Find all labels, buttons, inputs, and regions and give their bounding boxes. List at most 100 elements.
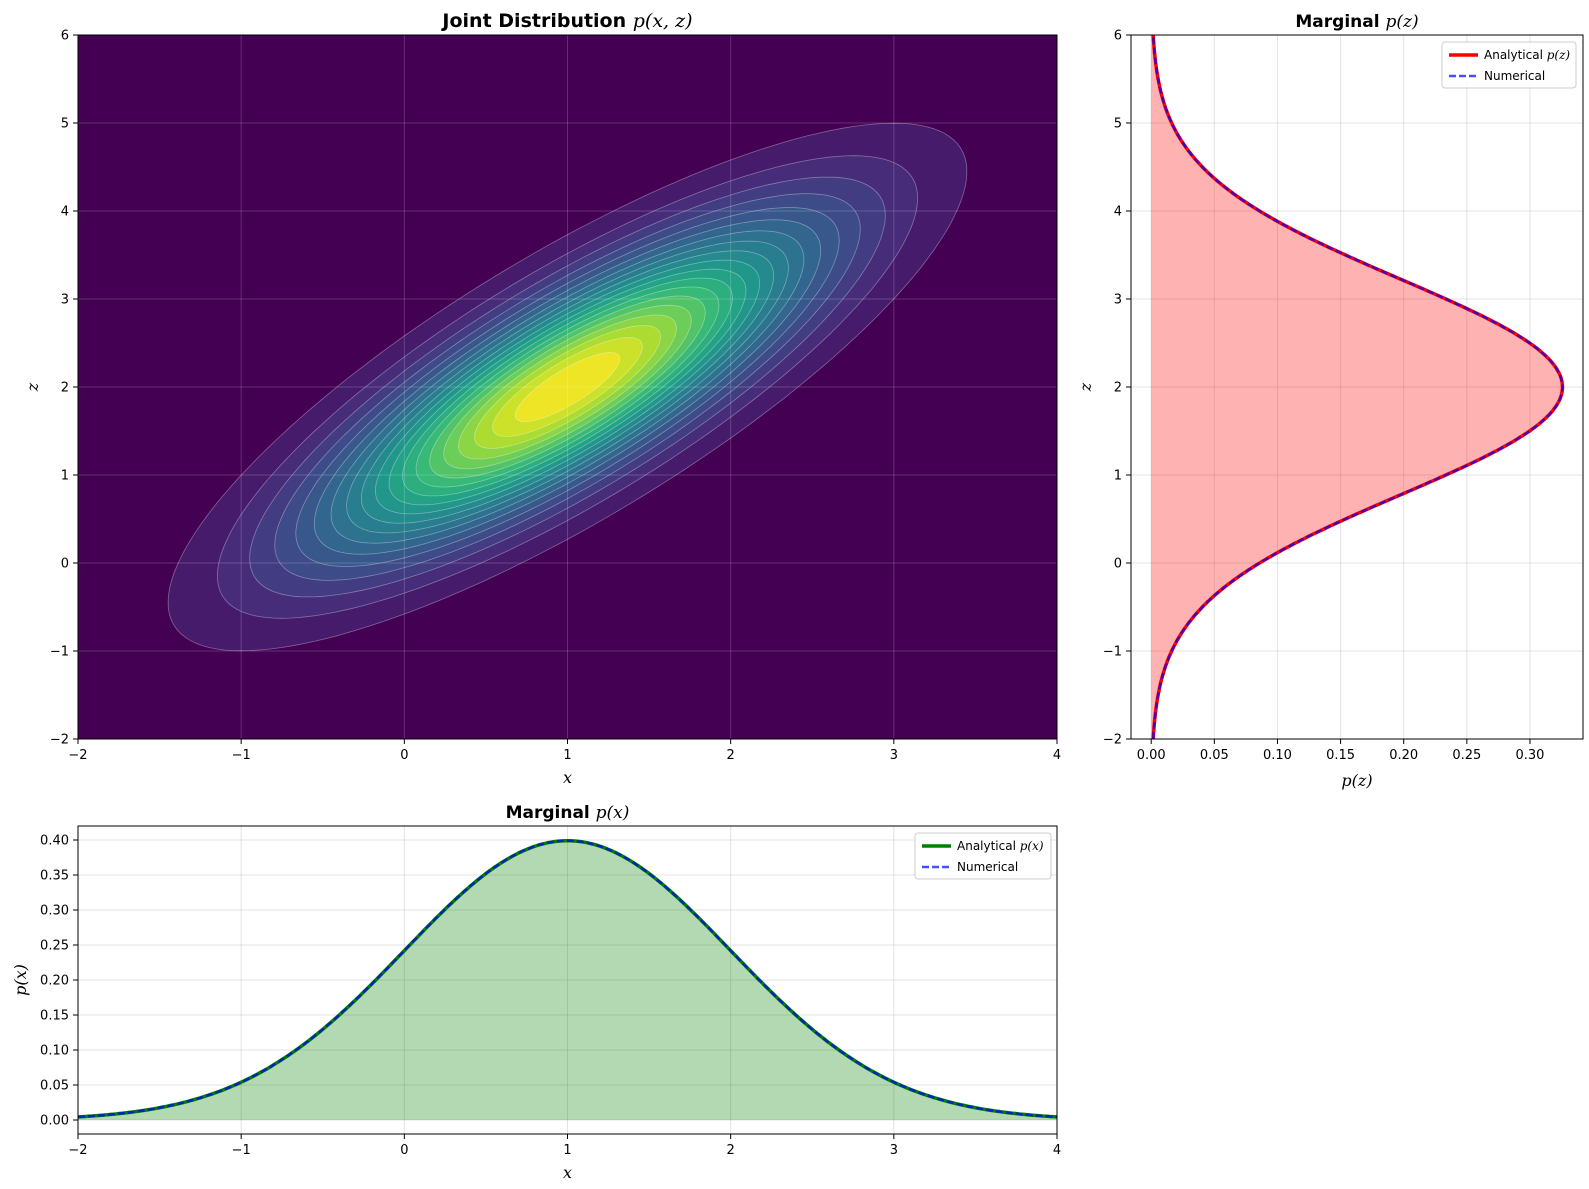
x-tick-label: 0.30 bbox=[1515, 748, 1544, 763]
y-tick-label: −2 bbox=[1103, 733, 1122, 748]
density-contour-line bbox=[402, 277, 733, 497]
marginal-x-y-label: p(x) bbox=[11, 964, 30, 996]
x-tick-label: 3 bbox=[890, 1143, 898, 1158]
density-contour-line bbox=[443, 304, 692, 470]
x-tick-label: 0.10 bbox=[1263, 748, 1292, 763]
marginal-x-title: Marginal p(x) bbox=[506, 803, 630, 823]
density-contour-line bbox=[375, 259, 760, 515]
y-tick-label: 5 bbox=[1114, 117, 1122, 132]
marginal-x-legend-analytical-prefix: Analytical bbox=[957, 839, 1020, 853]
marginal-z-x-ticks: 0.00 0.05 0.10 0.15 0.20 0.25 0.30 bbox=[1137, 739, 1544, 763]
joint-x-label: x bbox=[563, 768, 572, 787]
y-tick-label: 2 bbox=[1114, 381, 1122, 396]
x-tick-label: 0.00 bbox=[1137, 748, 1166, 763]
joint-contour-lines bbox=[167, 122, 968, 652]
marginal-x-legend-numerical-label: Numerical bbox=[957, 860, 1018, 874]
marginal-z-frame bbox=[1130, 34, 1584, 740]
x-tick-label: 0.20 bbox=[1389, 748, 1418, 763]
x-tick-label: 2 bbox=[727, 748, 735, 763]
marginal-z-axes: 0.00 0.05 0.10 0.15 0.20 0.25 0.30 −2 −1 0 1 2 3 4 5 6… bbox=[1076, 12, 1584, 790]
x-tick-label: 3 bbox=[890, 748, 898, 763]
marginal-x-axes: −2 −1 0 1 2 3 4 0.000.050.100.150.200.250.300.… bbox=[11, 803, 1061, 1182]
x-tick-label: 0.05 bbox=[1200, 748, 1229, 763]
density-contour-fill bbox=[515, 352, 620, 422]
joint-distribution-axes: −2 −1 0 1 2 3 4 −2 −1 0 1 2 3 4 5 6 Joint Distribution… bbox=[23, 10, 1061, 787]
y-tick-label: −1 bbox=[1103, 645, 1122, 660]
marginal-z-legend-numerical-label: Numerical bbox=[1484, 69, 1545, 83]
y-tick-label: 0.05 bbox=[40, 1079, 69, 1094]
joint-y-ticks: −2 −1 0 1 2 3 4 5 6 bbox=[50, 29, 78, 748]
y-tick-label: 6 bbox=[61, 29, 69, 44]
x-tick-label: 0 bbox=[400, 748, 408, 763]
marginal-z-title-prefix: Marginal bbox=[1295, 12, 1385, 32]
x-tick-label: 1 bbox=[563, 748, 571, 763]
density-contour-line bbox=[514, 352, 621, 422]
x-tick-label: 0.15 bbox=[1326, 748, 1355, 763]
density-contour-line bbox=[274, 193, 861, 581]
marginal-x-area bbox=[78, 840, 1057, 1120]
density-contour-line bbox=[167, 122, 968, 652]
marginal-x-y-ticks: 0.00 0.05 0.10 0.15 0.20 0.25 0.30 0.35 0.40 bbox=[40, 834, 78, 1129]
density-contour-line bbox=[415, 286, 720, 488]
y-tick-label: 3 bbox=[1114, 293, 1122, 308]
marginal-x-title-prefix: Marginal bbox=[506, 803, 596, 823]
y-tick-label: 0.35 bbox=[40, 869, 69, 884]
x-tick-label: −1 bbox=[232, 1143, 251, 1158]
y-tick-label: 0.30 bbox=[40, 904, 69, 919]
joint-y-label: z bbox=[23, 382, 42, 392]
marginal-x-frame bbox=[77, 825, 1058, 1135]
marginal-x-data bbox=[78, 838, 1057, 1120]
y-tick-label: 0 bbox=[61, 557, 69, 572]
y-tick-label: 0.25 bbox=[40, 939, 69, 954]
marginal-z-title: Marginal p(z) bbox=[1295, 12, 1418, 32]
density-contour-line bbox=[429, 295, 706, 479]
x-tick-label: 0.25 bbox=[1452, 748, 1481, 763]
x-tick-label: 4 bbox=[1053, 1143, 1061, 1158]
joint-frame bbox=[77, 34, 1058, 740]
marginal-z-data bbox=[1151, 35, 1565, 739]
marginal-x-legend-analytical-math: p(x) bbox=[1020, 839, 1044, 853]
density-contour-line bbox=[492, 337, 643, 437]
y-tick-label: 6 bbox=[1114, 29, 1122, 44]
x-tick-label: 2 bbox=[727, 1143, 735, 1158]
density-contour-line bbox=[458, 314, 677, 460]
y-tick-label: 0.10 bbox=[40, 1044, 69, 1059]
y-tick-label: 0.15 bbox=[40, 1009, 69, 1024]
y-tick-label: 3 bbox=[61, 293, 69, 308]
marginal-z-legend: Analytical p(z) Numerical bbox=[1441, 41, 1577, 89]
x-tick-label: 1 bbox=[563, 1143, 571, 1158]
y-tick-label: 4 bbox=[61, 205, 69, 220]
x-tick-label: −1 bbox=[232, 748, 251, 763]
density-contour-line bbox=[330, 230, 805, 544]
marginal-x-title-math: p(x) bbox=[596, 803, 630, 823]
marginal-x-legend: Analytical p(x) Numerical bbox=[914, 832, 1052, 880]
x-tick-label: 0 bbox=[400, 1143, 408, 1158]
marginal-z-grid bbox=[1131, 35, 1583, 739]
marginal-z-y-ticks: −2 −1 0 1 2 3 4 5 6 bbox=[1103, 29, 1131, 748]
density-contour-line bbox=[216, 155, 919, 619]
marginal-z-legend-analytical-math: p(z) bbox=[1547, 48, 1571, 62]
marginal-z-legend-analytical-prefix: Analytical bbox=[1484, 48, 1547, 62]
y-tick-label: 2 bbox=[61, 381, 69, 396]
y-tick-label: −1 bbox=[50, 645, 69, 660]
marginal-z-x-label: p(z) bbox=[1341, 771, 1372, 790]
x-tick-label: 4 bbox=[1053, 748, 1061, 763]
density-contour-line bbox=[313, 219, 822, 555]
y-tick-label: 0.40 bbox=[40, 834, 69, 849]
joint-filled-contours bbox=[168, 123, 967, 651]
density-contour-line bbox=[249, 176, 886, 598]
marginal-z-numerical-line bbox=[1151, 35, 1564, 739]
y-tick-label: 4 bbox=[1114, 205, 1122, 220]
y-tick-label: 0.00 bbox=[40, 1114, 69, 1129]
y-tick-label: 0 bbox=[1114, 557, 1122, 572]
marginal-x-x-label: x bbox=[563, 1163, 572, 1182]
x-tick-label: −2 bbox=[68, 748, 87, 763]
marginal-z-title-math: p(z) bbox=[1385, 12, 1418, 32]
marginal-x-x-ticks: −2 −1 0 1 2 3 4 bbox=[68, 1134, 1061, 1158]
density-contour-line bbox=[295, 207, 840, 567]
marginal-z-legend-analytical-label: Analytical p(z) bbox=[1484, 48, 1570, 62]
density-contour-line bbox=[360, 250, 775, 524]
joint-grid bbox=[78, 35, 1057, 739]
joint-x-ticks: −2 −1 0 1 2 3 4 bbox=[68, 739, 1061, 763]
